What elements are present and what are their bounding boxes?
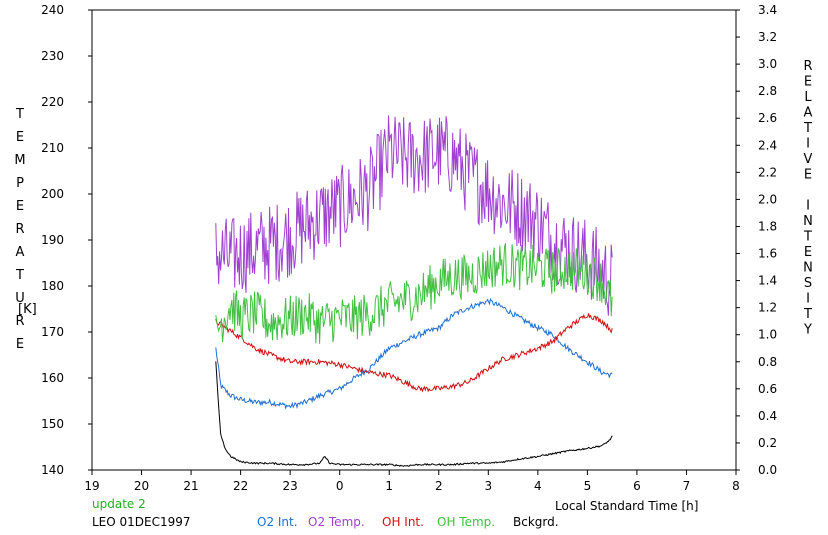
right-title-letter: E	[804, 75, 812, 90]
left-tick-label: 230	[41, 49, 64, 63]
right-tick-label: 2.4	[758, 138, 777, 152]
legend-item: Bckgrd.	[513, 515, 559, 529]
right-tick-label: 0.2	[758, 436, 777, 450]
left-tick-label: 210	[41, 141, 64, 155]
series-line-o2-temp	[215, 115, 613, 316]
left-axis-unit: [K]	[18, 302, 37, 317]
x-tick-label: 4	[534, 479, 542, 493]
legend-item: OH Temp.	[437, 515, 495, 529]
x-axis-title: Local Standard Time [h]	[555, 499, 698, 513]
x-tick-label: 23	[283, 479, 298, 493]
right-title-letter: S	[804, 276, 812, 291]
right-tick-label: 0.6	[758, 382, 777, 396]
right-tick-label: 3.4	[758, 3, 777, 17]
x-tick-label: 19	[84, 479, 99, 493]
left-tick-label: 180	[41, 279, 64, 293]
right-title-letter: Y	[803, 323, 812, 338]
update-label: update 2	[92, 497, 146, 511]
left-title-letter: U	[15, 291, 25, 306]
x-tick-label: 20	[134, 479, 149, 493]
right-tick-label: 2.8	[758, 84, 777, 98]
right-title-letter: N	[803, 261, 813, 276]
series-line-bckgrd	[215, 361, 613, 468]
right-title-letter: I	[806, 199, 810, 214]
right-title-letter: I	[806, 137, 810, 152]
left-tick-label: 200	[41, 187, 64, 201]
series-group	[215, 115, 613, 468]
right-tick-label: 1.2	[758, 301, 777, 315]
right-tick-label: 0.0	[758, 463, 777, 477]
right-title-letter: T	[803, 230, 812, 245]
left-title-letter: E	[16, 130, 24, 145]
series-line-oh-int	[215, 313, 613, 393]
legend-item: OH Int.	[382, 515, 424, 529]
left-title-letter: P	[16, 176, 24, 191]
left-title-letter: R	[15, 314, 24, 329]
right-tick-label: 1.8	[758, 219, 777, 233]
x-tick-label: 3	[484, 479, 492, 493]
right-tick-label: 2.6	[758, 111, 777, 125]
left-tick-label: 220	[41, 95, 64, 109]
right-title-letter: T	[803, 121, 812, 136]
x-tick-label: 2	[435, 479, 443, 493]
left-tick-label: 150	[41, 417, 64, 431]
left-tick-label: 170	[41, 325, 64, 339]
right-title-letter: A	[804, 106, 813, 121]
right-title-letter: V	[804, 152, 813, 167]
right-tick-label: 2.2	[758, 165, 777, 179]
right-title-letter: I	[806, 292, 810, 307]
x-tick-label: 1	[385, 479, 393, 493]
series-line-oh-temp	[215, 243, 613, 344]
x-tick-label: 5	[584, 479, 592, 493]
right-tick-label: 3.0	[758, 57, 777, 71]
right-tick-label: 1.6	[758, 247, 777, 261]
right-title-letter: E	[804, 168, 812, 183]
left-title-letter: T	[15, 268, 24, 283]
plot-frame	[91, 9, 737, 471]
legend: O2 Int. O2 Temp. OH Int. OH Temp. Bckgrd.	[257, 515, 559, 529]
legend-item: O2 Temp.	[308, 515, 365, 529]
right-tick-label: 3.2	[758, 30, 777, 44]
left-title-letter: R	[15, 222, 24, 237]
right-tick-label: 0.8	[758, 355, 777, 369]
series-line-o2-int	[215, 297, 613, 410]
left-title-letter: E	[16, 199, 24, 214]
x-tick-label: 22	[233, 479, 248, 493]
right-title-letter: N	[803, 214, 813, 229]
x-tick-label: 0	[336, 479, 344, 493]
right-tick-label: 0.4	[758, 409, 777, 423]
left-tick-label: 140	[41, 463, 64, 477]
right-title-letter: R	[803, 59, 812, 74]
left-title-letter: E	[16, 337, 24, 352]
left-title-letter: T	[15, 107, 24, 122]
right-title-letter: L	[804, 90, 812, 105]
left-tick-label: 160	[41, 371, 64, 385]
legend-item: O2 Int.	[257, 515, 298, 529]
x-tick-label: 7	[683, 479, 691, 493]
x-axis-ticks: 19 20 21 22 23 0 1 2 3 4 5 6 7 8	[84, 470, 740, 493]
right-axis-ticks: 0.0 0.2 0.4 0.6 0.8 1.0 1.2 1.4 1.6 1.8 2.0 2.2 2.4 2…	[736, 3, 777, 477]
right-tick-label: 2.0	[758, 192, 777, 206]
right-tick-label: 1.4	[758, 274, 777, 288]
left-title-letter: A	[16, 245, 25, 260]
left-tick-label: 190	[41, 233, 64, 247]
left-axis-ticks: 140 150 160 170 180 190 200 210 220 230 240	[41, 3, 92, 477]
left-title-letter: M	[14, 153, 25, 168]
x-tick-label: 21	[183, 479, 198, 493]
station-label: LEO 01DEC1997	[92, 515, 191, 529]
x-tick-label: 6	[633, 479, 641, 493]
x-tick-label: 8	[732, 479, 740, 493]
left-tick-label: 240	[41, 3, 64, 17]
right-tick-label: 1.0	[758, 328, 777, 342]
right-title-letter: E	[804, 245, 812, 260]
right-title-letter: T	[803, 307, 812, 322]
